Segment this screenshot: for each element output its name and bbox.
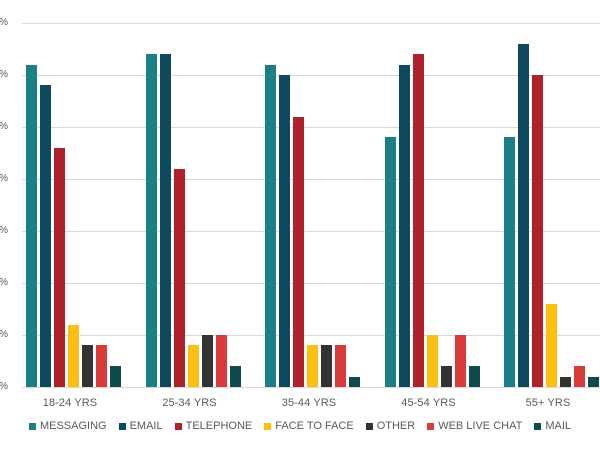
- bar-face-to-face: [68, 324, 79, 387]
- legend-swatch-icon: [28, 422, 36, 430]
- y-tick-label: %: [0, 121, 8, 132]
- legend-swatch-icon: [118, 422, 126, 430]
- y-tick-label: %: [0, 225, 8, 236]
- chart-legend: MESSAGING EMAIL TELEPHONE FACE TO FACE OTHER…: [0, 420, 600, 432]
- bar-mail: [110, 366, 121, 387]
- gridline: [22, 335, 600, 336]
- bar-telephone: [293, 116, 304, 387]
- bar-other: [82, 345, 93, 387]
- bar-telephone: [412, 54, 424, 387]
- legend-item: OTHER: [365, 420, 416, 432]
- legend-swatch-icon: [365, 422, 373, 430]
- bar-other: [201, 335, 213, 387]
- legend-item: EMAIL: [118, 420, 163, 432]
- bar-face-to-face: [426, 335, 438, 387]
- legend-label: TELEPHONE: [185, 420, 253, 432]
- legend-label: FACE TO FACE: [275, 420, 354, 432]
- bar-other: [560, 376, 571, 387]
- legend-item: FACE TO FACE: [264, 420, 354, 432]
- legend-item: TELEPHONE: [174, 420, 253, 432]
- x-axis-label: 45-54 YRS: [401, 397, 456, 409]
- bar-face-to-face: [546, 303, 557, 387]
- bar-email: [398, 64, 410, 387]
- bar-web-live-chat: [335, 345, 346, 387]
- bar-telephone: [532, 75, 543, 387]
- x-axis-label: 18-24 YRS: [42, 397, 98, 409]
- legend-label: EMAIL: [129, 420, 163, 432]
- bar-email: [279, 75, 290, 387]
- bar-email: [40, 85, 51, 387]
- bar-messaging: [384, 137, 396, 387]
- legend-label: MESSAGING: [39, 420, 107, 432]
- bar-messaging: [265, 64, 276, 387]
- y-tick-label: %: [0, 329, 8, 340]
- bar-mail: [588, 376, 599, 387]
- gridline: [22, 75, 600, 76]
- x-axis-label: 55+ YRS: [525, 397, 571, 409]
- bar-telephone: [173, 168, 185, 387]
- legend-swatch-icon: [534, 422, 542, 430]
- bar-messaging: [26, 64, 37, 387]
- legend-swatch-icon: [264, 422, 272, 430]
- bar-web-live-chat: [454, 335, 466, 387]
- x-axis-label: 35-44 YRS: [281, 397, 337, 409]
- y-tick-label: %: [0, 17, 8, 28]
- bar-web-live-chat: [215, 335, 227, 387]
- bar-web-live-chat: [574, 366, 585, 387]
- y-tick-label: %: [0, 277, 8, 288]
- bar-messaging: [145, 54, 157, 387]
- bar-telephone: [54, 147, 65, 387]
- bar-messaging: [504, 137, 515, 387]
- legend-swatch-icon: [427, 422, 435, 430]
- y-tick-label: %: [0, 173, 8, 184]
- gridline: [22, 387, 600, 388]
- legend-swatch-icon: [174, 422, 182, 430]
- legend-item: MESSAGING: [28, 420, 107, 432]
- bar-other: [440, 366, 452, 387]
- bar-face-to-face: [307, 345, 318, 387]
- legend-item: MAIL: [534, 420, 571, 432]
- gridline: [22, 23, 600, 24]
- legend-item: WEB LIVE CHAT: [427, 420, 522, 432]
- legend-label: WEB LIVE CHAT: [438, 420, 523, 432]
- bar-email: [159, 54, 171, 387]
- gridline: [22, 283, 600, 284]
- legend-label: OTHER: [376, 420, 416, 432]
- bar-mail: [349, 376, 360, 387]
- bar-face-to-face: [187, 345, 199, 387]
- legend-label: MAIL: [545, 420, 572, 432]
- bar-web-live-chat: [96, 345, 107, 387]
- x-axis-label: 25-34 YRS: [162, 397, 217, 409]
- y-tick-label: %: [0, 69, 8, 80]
- y-tick-label: %: [0, 381, 8, 392]
- bar-email: [518, 43, 529, 387]
- bar-mail: [229, 366, 241, 387]
- gridline: [22, 231, 600, 232]
- gridline: [22, 127, 600, 128]
- bar-other: [321, 345, 332, 387]
- bar-mail: [468, 366, 480, 387]
- gridline: [22, 179, 600, 180]
